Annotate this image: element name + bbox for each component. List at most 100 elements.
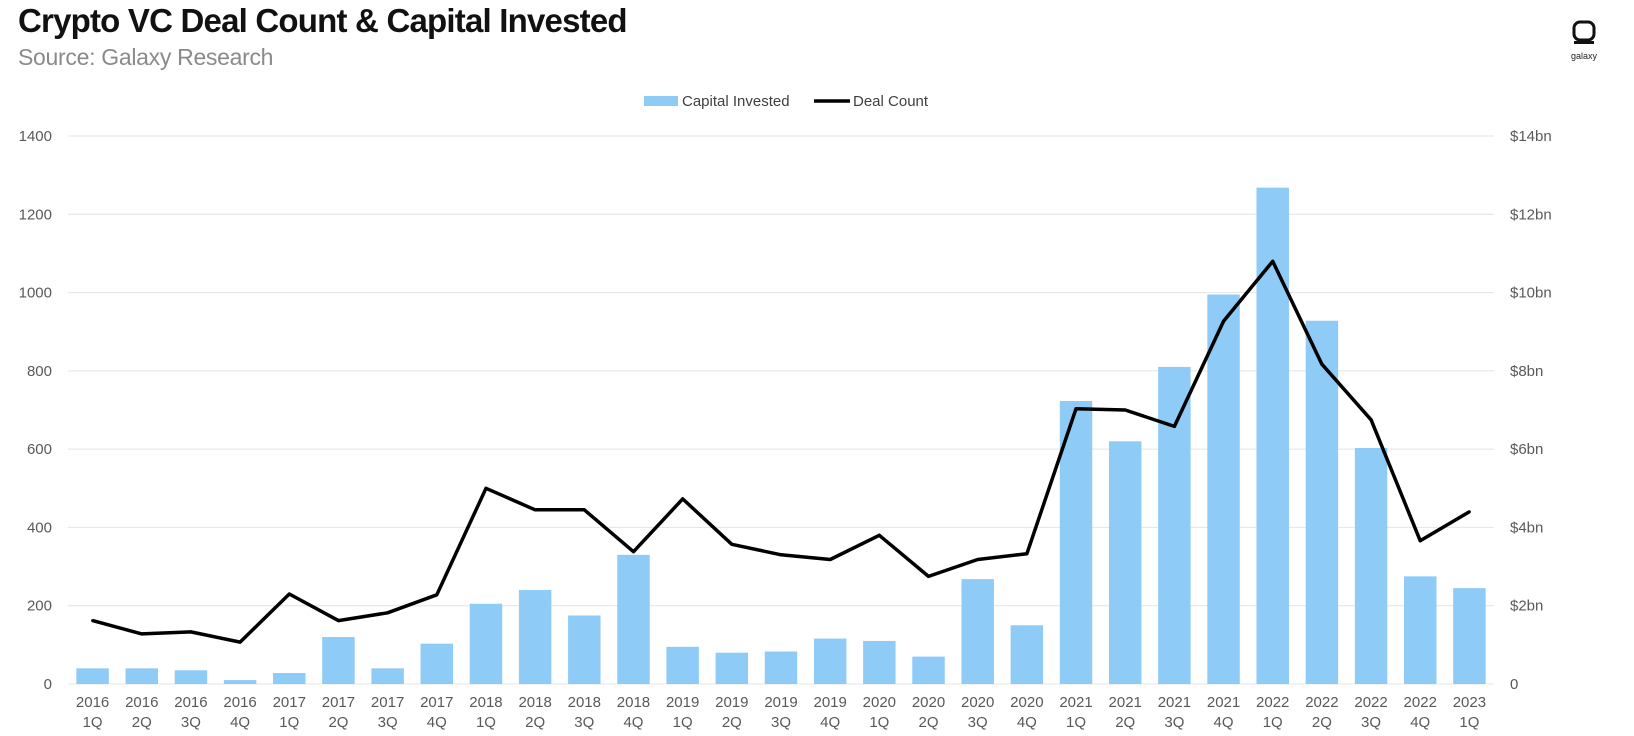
x-tick-label-year: 2023	[1453, 694, 1486, 711]
x-tick-label-year: 2016	[125, 694, 158, 711]
y-left-tick-label: 600	[27, 441, 52, 458]
x-tick-label-year: 2022	[1354, 694, 1387, 711]
x-tick-label-year: 2019	[764, 694, 797, 711]
x-tick-label-quarter: 3Q	[771, 714, 791, 731]
bar	[273, 673, 306, 684]
x-tick-label-quarter: 4Q	[427, 714, 447, 731]
deal-count-point	[1222, 319, 1226, 323]
logo-text: galaxy	[1570, 51, 1597, 61]
x-tick-label-year: 2019	[666, 694, 699, 711]
chart-subtitle: Source: Galaxy Research	[18, 44, 274, 70]
deal-count-point	[681, 497, 685, 501]
x-tick-label-quarter: 4Q	[820, 714, 840, 731]
y-right-tick-label: $12bn	[1510, 206, 1552, 223]
x-tick-label-year: 2019	[813, 694, 846, 711]
deal-count-point	[828, 558, 832, 562]
deal-count-point	[189, 630, 193, 634]
deal-count-point	[1123, 408, 1127, 412]
x-tick-label-year: 2020	[1010, 694, 1043, 711]
bar	[322, 637, 355, 684]
deal-count-point	[386, 611, 390, 615]
bar	[912, 656, 945, 684]
x-tick-label-quarter: 4Q	[1214, 714, 1234, 731]
x-tick-label-quarter: 1Q	[476, 714, 496, 731]
bar	[1305, 320, 1339, 684]
bar	[813, 638, 847, 684]
x-tick-label-year: 2017	[420, 694, 453, 711]
deal-count-point	[1271, 259, 1275, 263]
y-right-tick-label: $6bn	[1510, 441, 1543, 458]
bar	[1256, 187, 1289, 684]
bar	[666, 646, 699, 684]
y-left-tick-label: 200	[27, 598, 52, 615]
x-tick-label-year: 2018	[568, 694, 601, 711]
y-right-tick-label: $2bn	[1510, 598, 1543, 615]
y-left-tick-label: 0	[44, 676, 52, 693]
x-tick-label-year: 2016	[174, 694, 207, 711]
x-tick-label-year: 2019	[715, 694, 748, 711]
bar	[764, 651, 798, 684]
bar	[568, 615, 601, 684]
x-tick-label-quarter: 1Q	[1066, 714, 1086, 731]
x-tick-label-year: 2021	[1207, 694, 1240, 711]
deal-count-point	[582, 508, 586, 512]
deal-count-point	[91, 619, 95, 623]
x-tick-label-quarter: 3Q	[378, 714, 398, 731]
y-left-tick-label: 1000	[19, 285, 52, 302]
deal-count-point	[140, 632, 144, 636]
x-tick-label-quarter: 2Q	[722, 714, 742, 731]
y-right-tick-label: $10bn	[1510, 285, 1552, 302]
x-tick-label-year: 2021	[1158, 694, 1191, 711]
x-tick-label-quarter: 4Q	[1410, 714, 1430, 731]
deal-count-point	[877, 533, 881, 537]
x-tick-label-quarter: 1Q	[1263, 714, 1283, 731]
x-tick-label-quarter: 2Q	[132, 714, 152, 731]
bar	[1010, 625, 1044, 684]
deal-count-point	[336, 619, 340, 623]
x-tick-label-year: 2017	[322, 694, 355, 711]
bar	[1108, 441, 1142, 684]
x-tick-label-year: 2016	[76, 694, 109, 711]
galaxy-logo: galaxy	[1564, 20, 1604, 61]
x-tick-label-year: 2022	[1256, 694, 1289, 711]
x-tick-label-quarter: 2Q	[1115, 714, 1135, 731]
deal-count-point	[484, 486, 488, 490]
x-tick-label-quarter: 2Q	[525, 714, 545, 731]
bar	[715, 652, 749, 684]
y-left-tick-label: 400	[27, 519, 52, 536]
legend-label-deal-count: Deal Count	[853, 93, 929, 110]
x-tick-label-quarter: 2Q	[919, 714, 939, 731]
deal-count-point	[1418, 539, 1422, 543]
x-tick-label-year: 2017	[273, 694, 306, 711]
bar	[1354, 447, 1388, 684]
x-tick-label-quarter: 2Q	[328, 714, 348, 731]
bar	[1158, 366, 1191, 684]
legend-swatch-capital-invested	[644, 96, 678, 106]
y-left-tick-label: 1200	[19, 206, 52, 223]
deal-count-point	[238, 640, 242, 644]
deal-count-point	[730, 542, 734, 546]
x-tick-label-quarter: 1Q	[1459, 714, 1479, 731]
bar	[617, 554, 650, 684]
deal-count-point	[779, 553, 783, 557]
x-tick-label-quarter: 4Q	[623, 714, 643, 731]
x-tick-label-quarter: 3Q	[574, 714, 594, 731]
x-tick-label-year: 2016	[223, 694, 256, 711]
x-tick-label-quarter: 1Q	[869, 714, 889, 731]
x-tick-label-year: 2020	[961, 694, 994, 711]
bar	[1404, 576, 1437, 684]
x-tick-label-quarter: 3Q	[1361, 714, 1381, 731]
bar	[469, 603, 503, 684]
y-right-tick-label: 0	[1510, 676, 1518, 693]
y-left-tick-label: 800	[27, 363, 52, 380]
x-tick-label-quarter: 3Q	[968, 714, 988, 731]
x-tick-label-quarter: 1Q	[673, 714, 693, 731]
x-tick-label-year: 2022	[1404, 694, 1437, 711]
deal-count-point	[1025, 552, 1029, 556]
deal-count-point	[927, 574, 931, 578]
x-tick-label-year: 2018	[617, 694, 650, 711]
bar	[1059, 400, 1093, 684]
x-tick-label-quarter: 4Q	[230, 714, 250, 731]
bar	[125, 668, 158, 684]
